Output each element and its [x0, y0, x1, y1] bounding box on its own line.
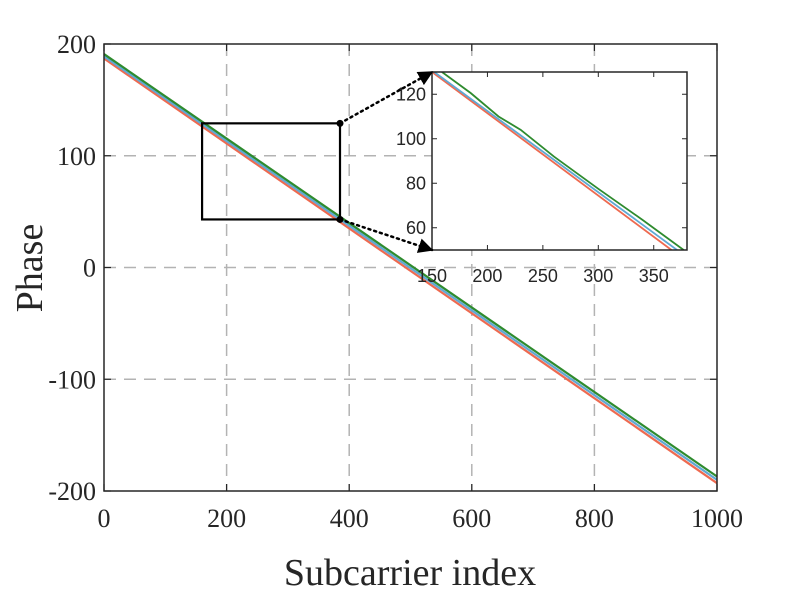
- main-series: [103, 53, 718, 485]
- inset-series-line: [441, 72, 685, 250]
- main-tick-labels: 0 200 400 600 800 1000 -200 -100 0 100 200: [48, 30, 743, 533]
- x-axis-title: Subcarrier index: [284, 552, 536, 594]
- inset-series: [432, 72, 685, 250]
- zoom-connectors: [336, 70, 434, 253]
- inset-y-tick-label: 60: [406, 218, 426, 238]
- inset-y-tick-label: 120: [396, 84, 426, 104]
- x-tick-label: 800: [575, 504, 614, 533]
- inset-x-tick-label: 200: [472, 266, 502, 286]
- y-axis-title: Phase: [9, 224, 51, 313]
- inset-plot-frame: [431, 71, 688, 251]
- x-tick-label: 600: [452, 504, 491, 533]
- inset-x-tick-label: 300: [583, 266, 613, 286]
- inset-series-line: [433, 72, 678, 250]
- zoom-box-group: [200, 122, 342, 221]
- inset-x-tick-label: 150: [417, 266, 447, 286]
- x-tick-label: 1000: [691, 504, 743, 533]
- y-tick-label: 0: [83, 254, 96, 283]
- inset-chart: 150 200 250 300 350 60 80 100 120: [396, 71, 688, 286]
- y-tick-label: 100: [57, 142, 96, 171]
- zoom-box: [200, 122, 342, 221]
- x-tick-label: 0: [98, 504, 111, 533]
- inset-tick-labels: 150 200 250 300 350 60 80 100 120: [396, 84, 669, 286]
- zoom-connector-arrow: [338, 218, 434, 253]
- x-tick-label: 200: [207, 504, 246, 533]
- main-ticks: [103, 43, 718, 492]
- series-line: [103, 57, 718, 485]
- y-tick-label: -100: [48, 365, 96, 394]
- inset-series-line: [432, 72, 673, 250]
- inset-y-tick-label: 80: [406, 173, 426, 193]
- inset-x-tick-label: 250: [528, 266, 558, 286]
- series-line: [103, 55, 718, 481]
- zoom-connector-arrow: [338, 70, 434, 125]
- inset-y-tick-label: 100: [396, 129, 426, 149]
- y-tick-label: -200: [48, 477, 96, 506]
- inset-x-tick-label: 350: [639, 266, 669, 286]
- series-line: [103, 53, 718, 478]
- y-tick-label: 200: [57, 30, 96, 59]
- x-tick-label: 400: [330, 504, 369, 533]
